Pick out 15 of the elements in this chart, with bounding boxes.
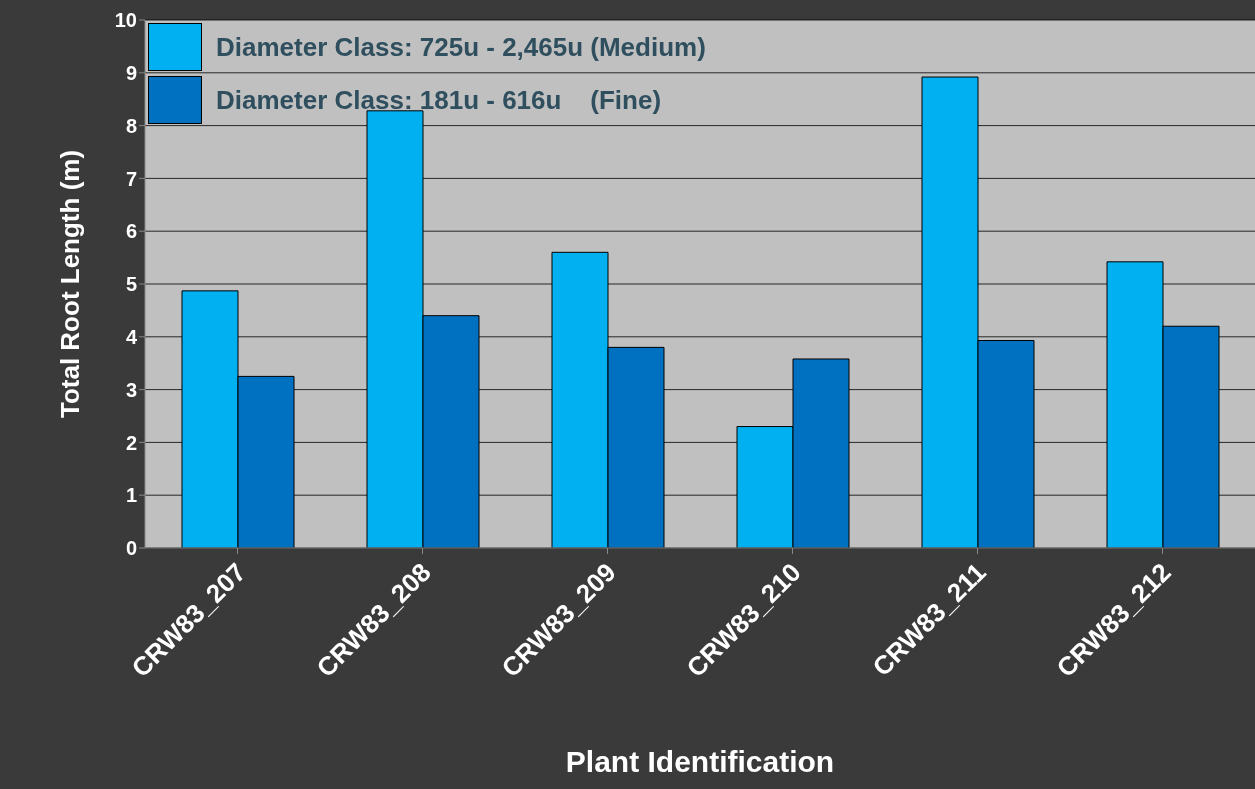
y-tick-label: 6 (125, 220, 137, 243)
y-tick-label: 8 (125, 114, 137, 137)
y-tick-label: 5 (125, 273, 137, 296)
y-axis-title: Total Root Length (m) (55, 149, 86, 419)
y-tick-label: 3 (125, 378, 137, 401)
y-tick-label: 1 (125, 484, 137, 507)
y-tick-label: 9 (125, 61, 137, 84)
y-tick-label: 0 (125, 537, 137, 560)
y-tick-label: 10 (114, 9, 137, 32)
legend-label: Diameter Class: 725u - 2,465u (Medium) (216, 31, 706, 62)
x-axis-title: Plant Identification (565, 745, 835, 778)
legend-label: Diameter Class: 181u - 616u (Fine) (216, 84, 662, 115)
y-tick-label: 4 (125, 325, 138, 348)
y-tick-label: 2 (125, 431, 137, 454)
y-tick-label: 7 (125, 167, 137, 190)
